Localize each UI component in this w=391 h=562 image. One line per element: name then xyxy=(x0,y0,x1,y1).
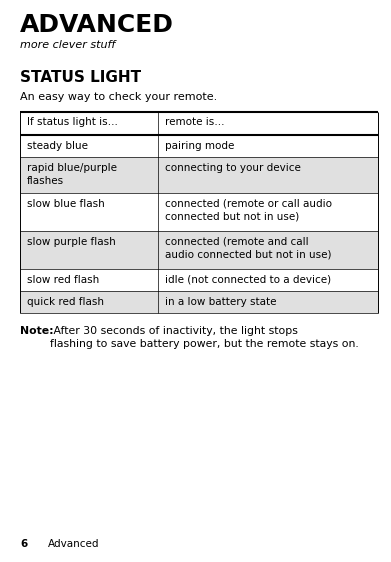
Text: rapid blue/purple
flashes: rapid blue/purple flashes xyxy=(27,163,117,186)
Text: in a low battery state: in a low battery state xyxy=(165,297,276,307)
Bar xyxy=(20,193,378,232)
Text: slow blue flash: slow blue flash xyxy=(27,199,105,209)
Text: connecting to your device: connecting to your device xyxy=(165,163,301,173)
Text: connected (remote and call
audio connected but not in use): connected (remote and call audio connect… xyxy=(165,237,331,260)
Bar xyxy=(20,112,378,135)
Bar xyxy=(20,232,378,270)
Text: connected (remote or call audio
connected but not in use): connected (remote or call audio connecte… xyxy=(165,199,332,222)
Text: STATUS LIGHT: STATUS LIGHT xyxy=(20,70,141,85)
Bar xyxy=(20,135,378,157)
Text: An easy way to check your remote.: An easy way to check your remote. xyxy=(20,92,217,102)
Text: ADVANCED: ADVANCED xyxy=(20,13,174,37)
Text: pairing mode: pairing mode xyxy=(165,141,234,151)
Text: Note:: Note: xyxy=(20,327,54,337)
Text: slow purple flash: slow purple flash xyxy=(27,237,116,247)
Text: steady blue: steady blue xyxy=(27,141,88,151)
Text: more clever stuff: more clever stuff xyxy=(20,40,115,50)
Text: quick red flash: quick red flash xyxy=(27,297,104,307)
Text: idle (not connected to a device): idle (not connected to a device) xyxy=(165,275,331,285)
Bar xyxy=(20,157,378,193)
Text: slow red flash: slow red flash xyxy=(27,275,99,285)
Text: 6: 6 xyxy=(20,539,27,549)
Text: If status light is…: If status light is… xyxy=(27,117,118,128)
Text: remote is…: remote is… xyxy=(165,117,224,128)
Text: Advanced: Advanced xyxy=(48,539,99,549)
Bar xyxy=(20,270,378,292)
Bar xyxy=(20,292,378,314)
Text: After 30 seconds of inactivity, the light stops
flashing to save battery power, : After 30 seconds of inactivity, the ligh… xyxy=(50,327,359,350)
